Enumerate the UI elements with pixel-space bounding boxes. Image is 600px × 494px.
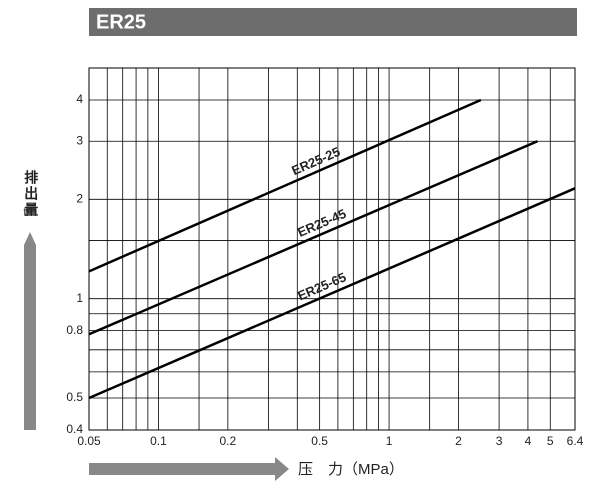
y-tick-label: 0.8 — [66, 323, 83, 337]
series-line — [88, 187, 576, 400]
x-tick-label: 0.05 — [77, 434, 101, 448]
y-tick-label: 2 — [76, 191, 83, 205]
x-tick-label: 4 — [525, 434, 532, 448]
x-tick-label: 0.1 — [150, 434, 167, 448]
x-arrow — [89, 457, 289, 481]
x-tick-label: 6.4 — [567, 434, 584, 448]
title-bar — [89, 8, 577, 36]
y-tick-label: 0.4 — [66, 422, 83, 436]
x-tick-label: 2 — [455, 434, 462, 448]
chart-title: ER25 — [96, 11, 146, 33]
x-axis-label: 压 力（MPa） — [298, 461, 404, 478]
x-tick-label: 3 — [496, 434, 503, 448]
plot-frame — [88, 67, 576, 431]
x-tick-label: 1 — [386, 434, 393, 448]
y-tick-label: 0.5 — [66, 390, 83, 404]
y-tick-label: 3 — [76, 133, 83, 147]
series-line — [88, 140, 538, 336]
y-arrow — [24, 232, 36, 430]
x-tick-label: 0.2 — [220, 434, 237, 448]
x-tick-label: 0.5 — [311, 434, 328, 448]
y-tick-label: 4 — [76, 92, 83, 106]
series-line — [88, 98, 482, 273]
y-unit: t/h — [23, 205, 36, 219]
x-tick-label: 5 — [547, 434, 554, 448]
y-tick-label: 1 — [76, 291, 83, 305]
y-axis-label: 排出量 — [23, 169, 39, 218]
